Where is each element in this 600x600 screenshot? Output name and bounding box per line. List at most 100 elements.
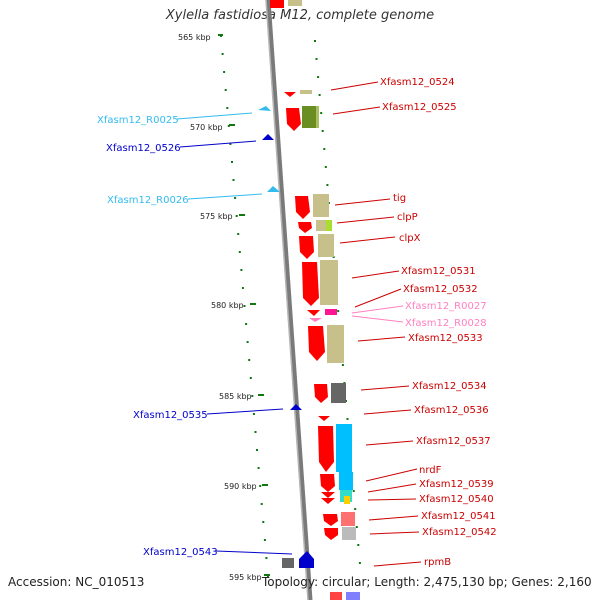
leader-line [336, 216, 395, 224]
feature-0531[interactable] [302, 262, 319, 306]
label-R0026[interactable]: Xfasm12_R0026 [107, 195, 189, 206]
label-0526[interactable]: Xfasm12_0526 [106, 143, 181, 154]
outer-dot [315, 58, 318, 60]
label-0524[interactable]: Xfasm12_0524 [380, 77, 455, 88]
label-0540[interactable]: Xfasm12_0540 [419, 494, 494, 505]
leader-line [365, 440, 414, 446]
minor-tick [227, 125, 230, 127]
feature-block-top-red [270, 0, 284, 8]
feature-0537[interactable] [318, 426, 334, 472]
feature-clpX[interactable] [299, 236, 314, 259]
feature-block-top-khaki [288, 0, 302, 6]
label-0532[interactable]: Xfasm12_0532 [403, 284, 478, 295]
label-0533[interactable]: Xfasm12_0533 [408, 333, 483, 344]
label-nrdF[interactable]: nrdF [419, 465, 442, 476]
outer-dot [326, 184, 329, 186]
leader-line [354, 288, 402, 308]
feature-clpP[interactable] [298, 222, 312, 233]
label-0534[interactable]: Xfasm12_0534 [412, 381, 487, 392]
outer-dot [321, 130, 324, 132]
minor-tick [257, 467, 260, 469]
leader-line [215, 550, 293, 555]
label-R0028[interactable]: Xfasm12_R0028 [405, 318, 487, 329]
scale-label: 585 kbp [219, 392, 252, 401]
label-clpX[interactable]: clpX [399, 233, 421, 244]
label-0535[interactable]: Xfasm12_0535 [133, 410, 208, 421]
minor-tick [231, 161, 233, 163]
label-R0025[interactable]: Xfasm12_R0025 [97, 115, 179, 126]
feature-0531-mate [320, 260, 338, 305]
feature-0526[interactable] [262, 134, 274, 140]
leader-line [365, 468, 418, 482]
minor-tick [245, 323, 248, 325]
feature-0534[interactable] [314, 384, 328, 403]
leader-line [367, 483, 417, 493]
leader-line [369, 531, 420, 535]
outer-dot [320, 112, 323, 114]
genome-backbone [265, 0, 313, 600]
label-0539[interactable]: Xfasm12_0539 [419, 479, 494, 490]
feature-nrdF[interactable] [320, 474, 335, 492]
feature-0543[interactable] [299, 551, 314, 568]
feature-rrna-R0025[interactable] [258, 106, 271, 111]
leader-line [187, 193, 263, 200]
feature-0540[interactable] [321, 498, 335, 504]
feature-clpP-mate-green [326, 220, 332, 231]
label-clpP[interactable]: clpP [397, 212, 418, 223]
feature-0525[interactable] [286, 108, 301, 131]
outer-dot [314, 40, 316, 42]
feature-tig-mate [313, 194, 329, 217]
minor-tick [243, 305, 246, 307]
label-0536[interactable]: Xfasm12_0536 [414, 405, 489, 416]
label-0531[interactable]: Xfasm12_0531 [401, 266, 476, 277]
minor-tick [263, 539, 266, 541]
feature-nrdF-mate [339, 472, 353, 490]
label-0543[interactable]: Xfasm12_0543 [143, 547, 218, 558]
feature-0539[interactable] [321, 492, 335, 498]
label-rpmB[interactable]: rpmB [424, 557, 451, 568]
label-0541[interactable]: Xfasm12_0541 [421, 511, 496, 522]
minor-tick [240, 269, 243, 271]
scale-label: 580 kbp [211, 301, 244, 310]
feature-0535[interactable] [290, 404, 302, 410]
feature-0533[interactable] [308, 326, 325, 361]
feature-0536[interactable] [318, 416, 330, 421]
outer-dot [354, 508, 357, 510]
feature-R0027[interactable] [325, 309, 337, 315]
label-0537[interactable]: Xfasm12_0537 [416, 436, 491, 447]
feature-0541-mate [341, 512, 355, 526]
feature-0542[interactable] [324, 528, 338, 540]
leader-line [339, 236, 396, 244]
outer-dot [346, 418, 349, 420]
leader-line [373, 561, 422, 567]
feature-0532[interactable] [307, 310, 320, 316]
leader-line [332, 106, 381, 115]
leader-line [367, 498, 417, 501]
label-0542[interactable]: Xfasm12_0542 [422, 527, 497, 538]
minor-tick [248, 359, 251, 361]
scale-label: 570 kbp [190, 123, 223, 132]
feature-0534-mate [331, 383, 346, 403]
scale-labels: 565 kbp 570 kbp 575 kbp 580 kbp 585 kbp … [178, 33, 262, 582]
label-0525[interactable]: Xfasm12_0525 [382, 102, 457, 113]
leader-line [330, 81, 379, 91]
leader-line [360, 385, 410, 391]
feature-0524[interactable] [284, 92, 296, 97]
outer-dot [324, 166, 327, 168]
feature-rrna-R0026[interactable] [267, 186, 280, 192]
label-tig[interactable]: tig [393, 193, 406, 204]
label-R0027[interactable]: Xfasm12_R0027 [405, 301, 487, 312]
feature-tig[interactable] [295, 196, 310, 219]
feature-R0028[interactable] [309, 318, 322, 322]
scale-label: 565 kbp [178, 33, 211, 42]
minor-tick [260, 503, 263, 505]
outer-dot [355, 526, 358, 528]
minor-tick [235, 215, 238, 217]
minor-tick [241, 287, 244, 289]
feature-0540-mate [344, 496, 350, 504]
outer-dot [337, 310, 340, 312]
feature-0541[interactable] [323, 514, 338, 526]
feature-0525-mate [302, 106, 316, 128]
feature-0543-grey[interactable] [282, 558, 294, 568]
feature-block-bottom-blue [346, 592, 360, 600]
